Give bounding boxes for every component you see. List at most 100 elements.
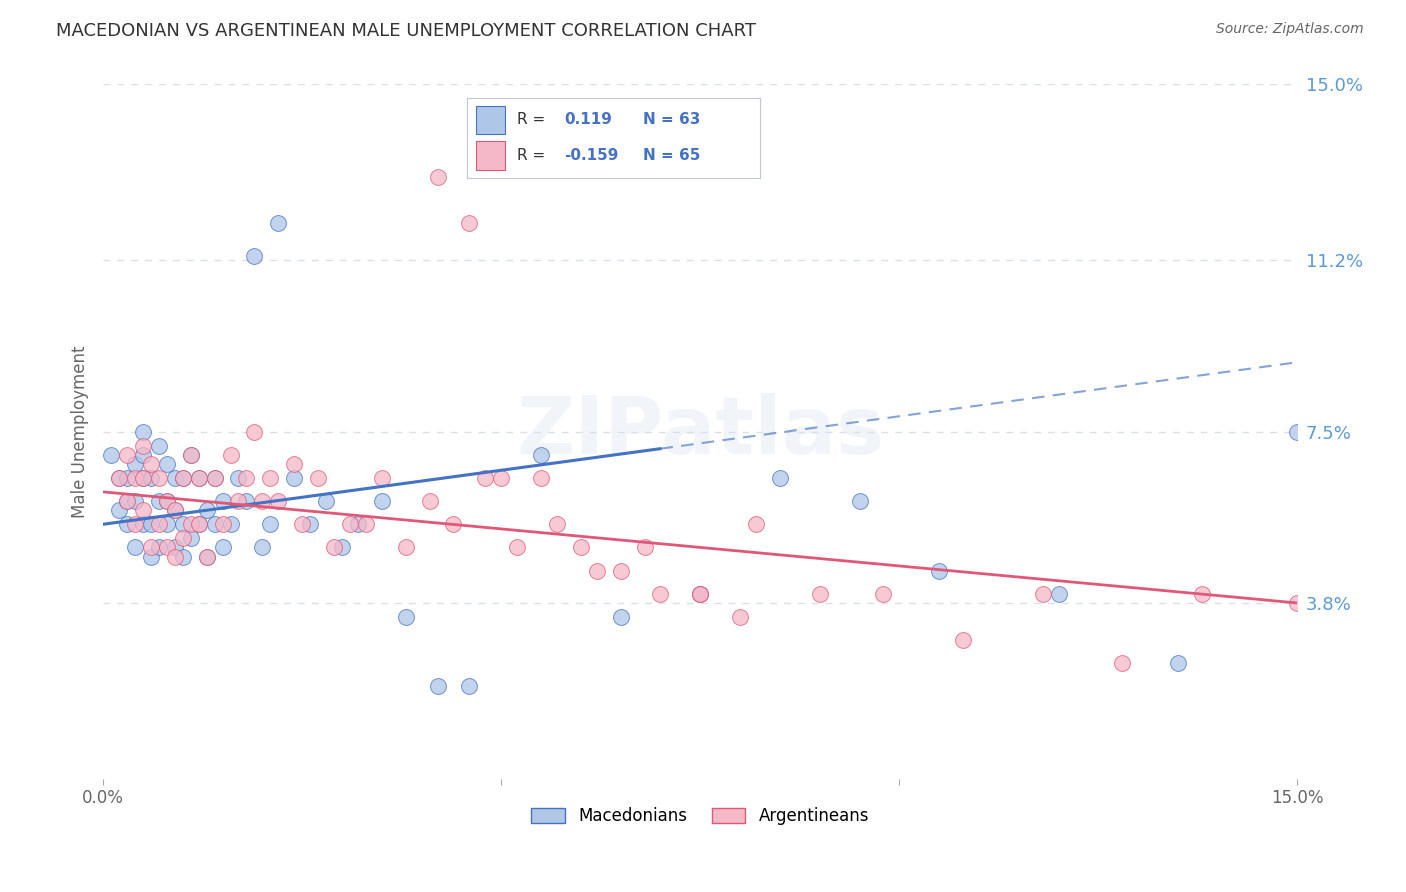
Point (228, 471, 250, 485)
Point (426, 679, 449, 693)
Point (115, 471, 138, 485)
Point (872, 587, 894, 601)
Point (132, 517, 155, 532)
Point (124, 517, 146, 532)
Point (354, 517, 377, 532)
Point (211, 541, 233, 555)
Point (569, 541, 592, 555)
Point (163, 549, 186, 564)
Point (195, 549, 218, 564)
Point (132, 503, 155, 517)
Point (132, 425, 155, 439)
Point (148, 517, 170, 532)
Point (769, 471, 792, 485)
Point (195, 503, 218, 517)
Point (728, 610, 751, 624)
Point (443, 517, 465, 532)
Point (132, 439, 155, 453)
Point (163, 503, 186, 517)
Point (395, 610, 418, 624)
Point (148, 471, 170, 485)
Point (108, 503, 131, 517)
Point (163, 541, 186, 555)
Point (609, 564, 631, 578)
Point (650, 587, 672, 601)
Point (371, 494, 394, 508)
Point (139, 457, 162, 471)
Point (172, 531, 194, 545)
Point (115, 494, 138, 508)
Point (339, 517, 361, 532)
Point (148, 494, 170, 508)
Point (689, 587, 711, 601)
Point (115, 517, 138, 532)
Point (172, 549, 194, 564)
Point (115, 448, 138, 462)
Point (347, 517, 370, 532)
Point (299, 517, 322, 532)
Point (689, 587, 711, 601)
Point (283, 457, 305, 471)
Point (952, 633, 974, 648)
Text: Source: ZipAtlas.com: Source: ZipAtlas.com (1216, 22, 1364, 37)
Point (259, 517, 281, 532)
Point (148, 541, 170, 555)
Point (506, 541, 529, 555)
Point (235, 494, 257, 508)
Point (530, 471, 553, 485)
Point (139, 541, 162, 555)
Legend: Macedonians, Argentineans: Macedonians, Argentineans (523, 798, 877, 833)
Point (132, 448, 155, 462)
Point (180, 448, 202, 462)
Point (219, 517, 242, 532)
Text: MACEDONIAN VS ARGENTINEAN MALE UNEMPLOYMENT CORRELATION CHART: MACEDONIAN VS ARGENTINEAN MALE UNEMPLOYM… (56, 22, 756, 40)
Point (458, 216, 481, 230)
Point (211, 494, 233, 508)
Point (426, 169, 449, 184)
Y-axis label: Male Unemployment: Male Unemployment (72, 345, 89, 518)
Point (172, 471, 194, 485)
Point (1032, 587, 1054, 601)
Point (187, 471, 209, 485)
Point (139, 549, 162, 564)
Point (252, 541, 274, 555)
Point (156, 494, 179, 508)
Point (371, 471, 394, 485)
Point (1167, 656, 1189, 670)
Point (546, 517, 568, 532)
Point (172, 517, 194, 532)
Point (148, 439, 170, 453)
Point (228, 494, 250, 508)
Point (156, 494, 179, 508)
Point (235, 471, 257, 485)
Point (689, 587, 711, 601)
Point (323, 541, 346, 555)
Point (243, 425, 266, 439)
Point (1111, 656, 1133, 670)
Point (633, 541, 655, 555)
Point (243, 249, 266, 263)
Point (187, 517, 209, 532)
Point (156, 517, 179, 532)
Point (848, 494, 870, 508)
Point (267, 216, 290, 230)
Point (419, 494, 441, 508)
Point (267, 494, 290, 508)
Point (1047, 587, 1070, 601)
Point (180, 531, 202, 545)
Point (172, 471, 194, 485)
Point (219, 448, 242, 462)
Point (180, 517, 202, 532)
Point (395, 541, 418, 555)
Point (315, 494, 337, 508)
Point (156, 541, 179, 555)
Point (139, 517, 162, 532)
Point (745, 517, 768, 532)
Point (108, 471, 131, 485)
Point (291, 517, 314, 532)
Point (124, 471, 146, 485)
Point (530, 448, 553, 462)
Point (115, 494, 138, 508)
Point (211, 517, 233, 532)
Point (489, 471, 512, 485)
